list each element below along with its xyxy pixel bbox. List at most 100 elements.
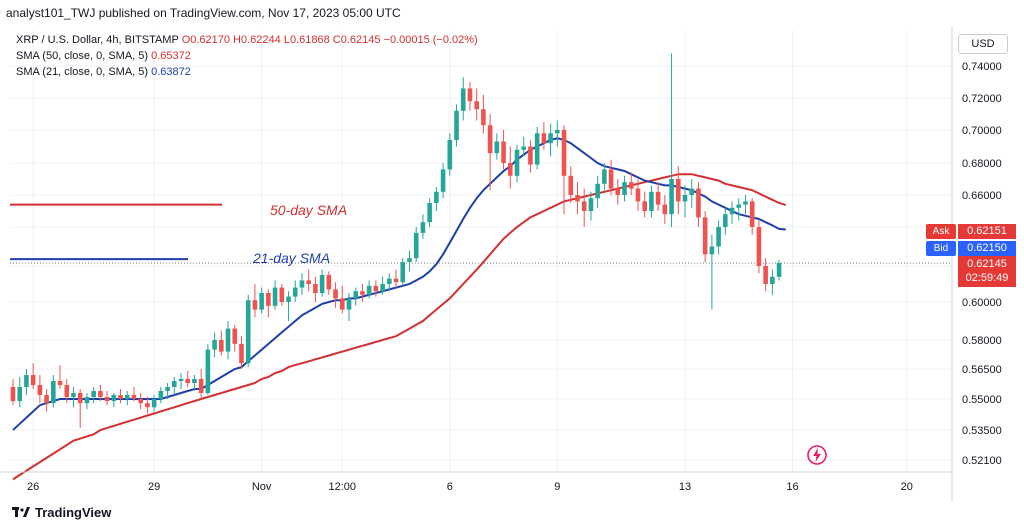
candle-body	[501, 141, 506, 163]
candle-body	[602, 169, 607, 184]
candle-body	[561, 130, 567, 176]
candle-body	[528, 146, 533, 165]
candle-body	[689, 188, 695, 195]
reference-lines	[10, 203, 952, 264]
candle-body	[662, 204, 668, 215]
x-tick-label: 12:00	[329, 481, 357, 493]
candle-body	[474, 101, 479, 110]
candle-body	[440, 169, 446, 192]
candle-body	[494, 141, 500, 154]
candle-body	[306, 280, 311, 284]
tradingview-logo-icon	[12, 507, 30, 517]
candle-body	[313, 284, 318, 293]
candlestick-chart[interactable]: 0.74000 0.72000 0.70000 0.68000 0.66000 0.600…	[0, 26, 1024, 502]
candle-body	[219, 340, 224, 352]
y-tick-label: 0.52100	[962, 455, 1002, 467]
currency-button[interactable]: USD	[958, 34, 1008, 54]
candle-body	[454, 110, 459, 140]
candle-body	[723, 214, 728, 227]
axes: 0.74000 0.72000 0.70000 0.68000 0.66000 0.600…	[0, 26, 1002, 502]
last-price-value: 0.62145	[967, 258, 1007, 270]
legend-sma50-row: SMA (50, close, 0, SMA, 5) 0.65372	[16, 50, 191, 62]
candle-body	[568, 175, 574, 195]
candle-body	[353, 291, 359, 299]
ohlc-values: O0.62170 H0.62244 L0.61868 C0.62145 −0.0…	[181, 34, 478, 46]
candle-body	[743, 201, 748, 205]
candle-body	[239, 343, 244, 364]
candle-body	[460, 88, 466, 111]
candle-body	[420, 222, 426, 233]
sma50-line	[12, 173, 787, 481]
candle-body	[118, 395, 123, 399]
candle-body	[716, 227, 721, 247]
symbol-name: XRP / U.S. Dollar, 4h, BITSTAMP	[16, 34, 179, 46]
candle-body	[413, 232, 419, 259]
candle-body	[548, 133, 553, 144]
candle-body	[286, 296, 291, 302]
candle-body	[682, 195, 688, 202]
candle-body	[669, 179, 674, 215]
y-tick-label: 0.55000	[962, 394, 1002, 406]
candle-body	[10, 387, 16, 402]
chart-frame[interactable]: 0.74000 0.72000 0.70000 0.68000 0.66000 0.600…	[0, 26, 1024, 502]
bid-price-tag: 0.62150	[958, 241, 1016, 256]
candle-body	[366, 285, 372, 295]
candle-body	[595, 183, 600, 199]
candle-body	[145, 403, 150, 408]
x-tick-label: 9	[554, 481, 560, 493]
candles-layer	[10, 53, 782, 428]
x-tick-label: 16	[786, 481, 798, 493]
candle-body	[272, 287, 278, 306]
candle-body	[588, 198, 594, 211]
candle-body	[279, 287, 285, 302]
candle-body	[736, 204, 742, 208]
candle-body	[232, 328, 238, 344]
candle-body	[326, 275, 332, 290]
sma21-annotation: 21-day SMA	[253, 250, 331, 266]
candle-body	[521, 146, 527, 150]
candle-body	[575, 195, 580, 202]
sma50-label: SMA (50, close, 0, SMA, 5)	[16, 50, 149, 62]
candle-body	[91, 391, 96, 397]
candle-body	[373, 285, 379, 292]
x-tick-label: 13	[679, 481, 691, 493]
publisher-line: analyst101_TWJ published on TradingView.…	[6, 6, 401, 20]
candle-body	[649, 191, 654, 211]
y-tick-label: 0.60000	[962, 297, 1002, 309]
flash-icon[interactable]	[806, 444, 828, 466]
candle-body	[165, 387, 170, 391]
candle-body	[655, 191, 661, 205]
candle-body	[407, 258, 412, 263]
candle-body	[158, 391, 164, 399]
candle-body	[225, 328, 231, 352]
candle-body	[84, 397, 90, 404]
candle-body	[205, 349, 211, 393]
candle-body	[252, 300, 258, 310]
candle-body	[178, 379, 184, 381]
candle-body	[380, 284, 385, 292]
candle-body	[434, 191, 439, 203]
bar-countdown: 02:59:49	[965, 272, 1009, 284]
candle-body	[608, 169, 614, 189]
candle-body	[756, 227, 762, 266]
x-tick-label: 20	[901, 481, 913, 493]
x-tick-label: 6	[447, 481, 453, 493]
ask-label: Ask	[926, 224, 956, 239]
last-price-tag: 0.62145 02:59:49	[958, 256, 1016, 287]
candle-body	[212, 340, 217, 350]
candle-body	[581, 201, 587, 211]
candle-body	[319, 275, 325, 293]
candle-body	[615, 188, 621, 195]
x-tick-label: 26	[27, 481, 39, 493]
candle-body	[555, 130, 560, 134]
footer-brand: TradingView	[35, 505, 112, 520]
candle-body	[266, 293, 271, 306]
candle-body	[487, 125, 493, 154]
candle-body	[299, 280, 305, 288]
candle-body	[138, 399, 143, 404]
candle-body	[393, 278, 399, 283]
candle-body	[24, 375, 29, 387]
y-tick-label: 0.56500	[962, 364, 1002, 376]
sma50-annotation: 50-day SMA	[270, 202, 348, 218]
candle-body	[198, 379, 204, 393]
